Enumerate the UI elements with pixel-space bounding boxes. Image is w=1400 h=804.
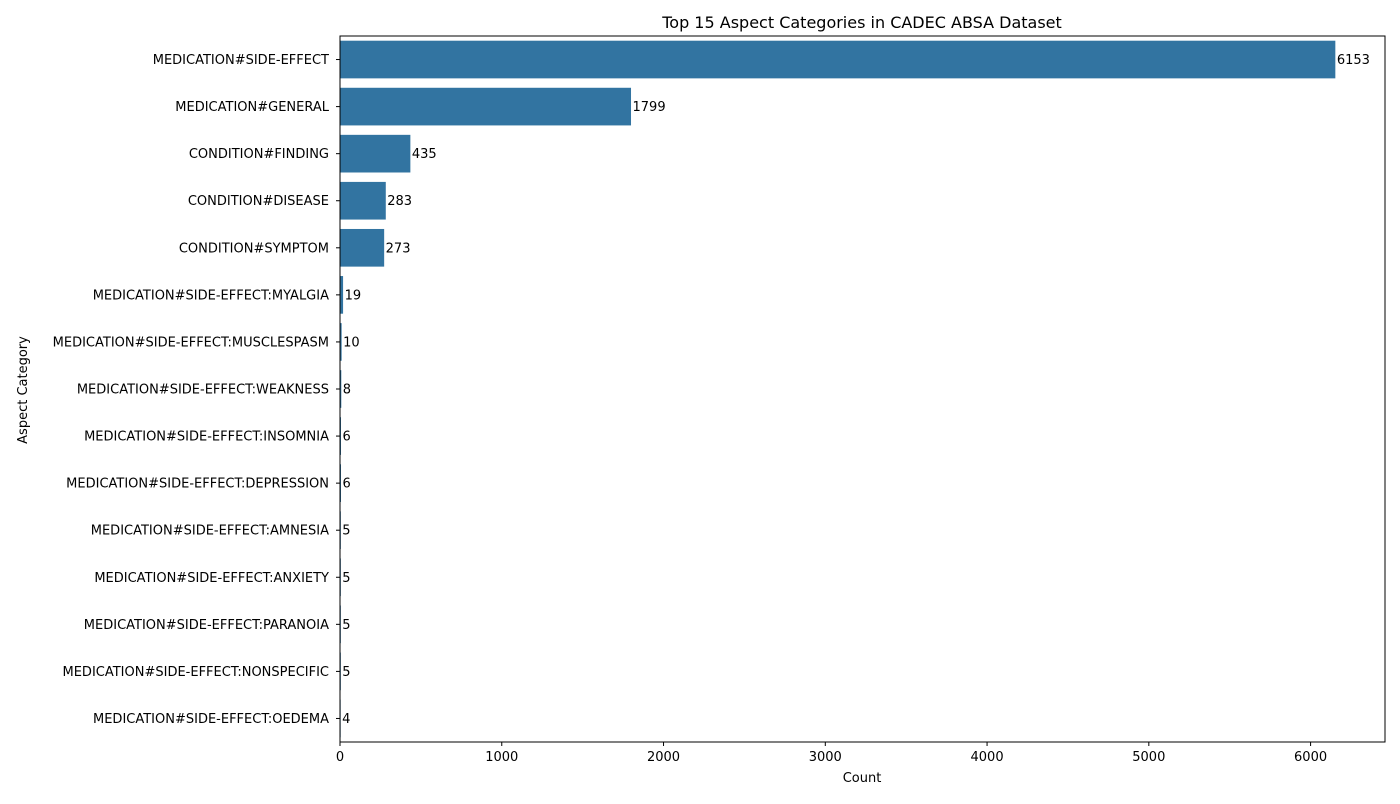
data-label: 283 [387,194,412,209]
y-tick-label: MEDICATION#SIDE-EFFECT [153,53,329,68]
y-axis-title: Aspect Category [16,336,31,444]
x-tick-label: 3000 [809,750,842,765]
data-label: 6153 [1337,53,1370,68]
bar [340,228,385,267]
data-label: 435 [412,147,437,162]
data-label: 8 [343,383,351,398]
data-label: 6 [342,430,350,445]
x-tick-label: 5000 [1132,750,1165,765]
bar [340,323,342,361]
data-label: 4 [342,712,350,727]
plot-frame [339,35,1386,743]
bar [340,276,344,314]
plot-border [339,35,1386,743]
y-tick-label: MEDICATION#SIDE-EFFECT:MUSCLESPASM [53,335,329,350]
x-axis-title: Count [843,771,882,786]
data-label: 5 [342,571,350,586]
y-tick-label: CONDITION#FINDING [189,147,329,162]
y-tick-label: MEDICATION#SIDE-EFFECT:AMNESIA [91,524,329,539]
y-tick-label: MEDICATION#SIDE-EFFECT:OEDEMA [93,712,329,727]
x-tick-label: 2000 [647,750,680,765]
y-tick-label: MEDICATION#SIDE-EFFECT:NONSPECIFIC [63,665,330,680]
y-tick-label: CONDITION#SYMPTOM [179,241,329,256]
data-labels-layer: 6153 1799 435 283 273 19 10 8 6 6 5 5 5 5 4 [342,53,1370,727]
data-label: 5 [342,618,350,633]
y-tick-label: MEDICATION#SIDE-EFFECT:MYALGIA [93,288,329,303]
data-label: 10 [343,335,360,350]
bar [340,40,1336,79]
bar [340,134,411,173]
data-label: 1799 [633,100,666,115]
y-tick-label: MEDICATION#SIDE-EFFECT:WEAKNESS [77,383,329,398]
y-tick-label: MEDICATION#SIDE-EFFECT:ANXIETY [94,571,329,586]
x-tick-label: 6000 [1294,750,1327,765]
data-label: 19 [345,288,362,303]
y-tick-label: MEDICATION#SIDE-EFFECT:PARANOIA [84,618,329,633]
bar [340,87,632,126]
bar [340,370,342,408]
x-tick-label: 4000 [971,750,1004,765]
y-axis: MEDICATION#SIDE-EFFECT MEDICATION#GENERAL… [53,53,340,727]
data-label: 273 [386,241,411,256]
y-tick-label: MEDICATION#SIDE-EFFECT:INSOMNIA [84,430,329,445]
x-tick-label: 1000 [485,750,518,765]
bars-layer [340,40,1336,738]
x-axis: 0 1000 2000 3000 4000 5000 6000 [336,742,1327,765]
bar [340,181,386,220]
y-tick-label: MEDICATION#SIDE-EFFECT:DEPRESSION [66,477,329,492]
y-tick-label: MEDICATION#GENERAL [175,100,329,115]
x-tick-label: 0 [336,750,344,765]
data-label: 5 [342,524,350,539]
chart-title: Top 15 Aspect Categories in CADEC ABSA D… [661,13,1062,32]
data-label: 5 [342,665,350,680]
data-label: 6 [342,477,350,492]
y-tick-label: CONDITION#DISEASE [188,194,329,209]
